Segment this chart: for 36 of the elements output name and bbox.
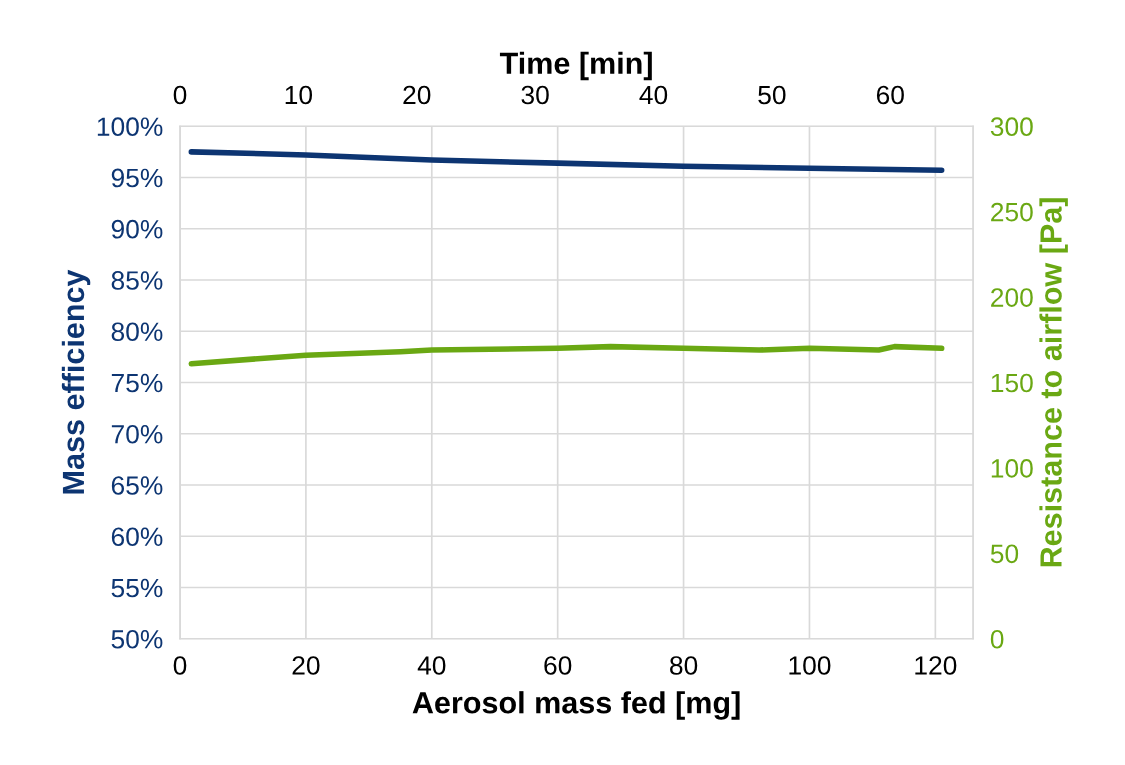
y-tick-label: 50% [111, 629, 163, 649]
y-tick-label: 75% [111, 373, 163, 393]
x-tick-label: 40 [417, 656, 446, 675]
y-tick-label: 85% [111, 271, 163, 290]
y-axis-title: Mass efficiency [61, 269, 91, 494]
x-tick-label: 120 [915, 656, 957, 675]
x2-tick-label: 60 [876, 85, 904, 105]
x-tick-label: 20 [292, 656, 320, 675]
y2-tick-label: 150 [991, 373, 1033, 393]
y-tick-label: 80% [111, 322, 163, 342]
x2-tick-label: 30 [521, 85, 549, 105]
y2-tick-label: 50 [990, 544, 1019, 564]
y-tick-label: 95% [111, 168, 163, 188]
y2-tick-label: 100 [991, 459, 1033, 478]
y-tick-label: 70% [111, 424, 163, 444]
x2-tick-label: 0 [173, 85, 187, 105]
x-tick-label: 80 [670, 656, 698, 675]
y2-tick-label: 300 [990, 117, 1033, 137]
x2-axis-title: Time [min] [499, 51, 652, 81]
y2-tick-label: 250 [991, 202, 1033, 222]
y-tick-label: 90% [111, 219, 163, 239]
x2-tick-label: 10 [285, 85, 313, 105]
y-tick-label: 60% [111, 527, 163, 547]
x2-tick-label: 50 [758, 85, 786, 105]
y2-axis-title: Resistance to airflow [Pa] [1039, 198, 1068, 567]
y2-tick-label: 0 [990, 629, 1004, 649]
x-tick-label: 100 [789, 656, 831, 675]
x2-tick-label: 40 [639, 85, 668, 105]
x2-tick-label: 20 [403, 85, 431, 105]
y-tick-label: 55% [111, 578, 163, 598]
x-tick-label: 60 [544, 656, 572, 675]
x-axis-title: Aerosol mass fed [mg] [412, 691, 740, 720]
y2-tick-label: 200 [991, 288, 1033, 307]
y-tick-label: 65% [111, 476, 163, 495]
x-tick-label: 0 [173, 656, 187, 675]
y-tick-label: 100% [97, 117, 163, 137]
